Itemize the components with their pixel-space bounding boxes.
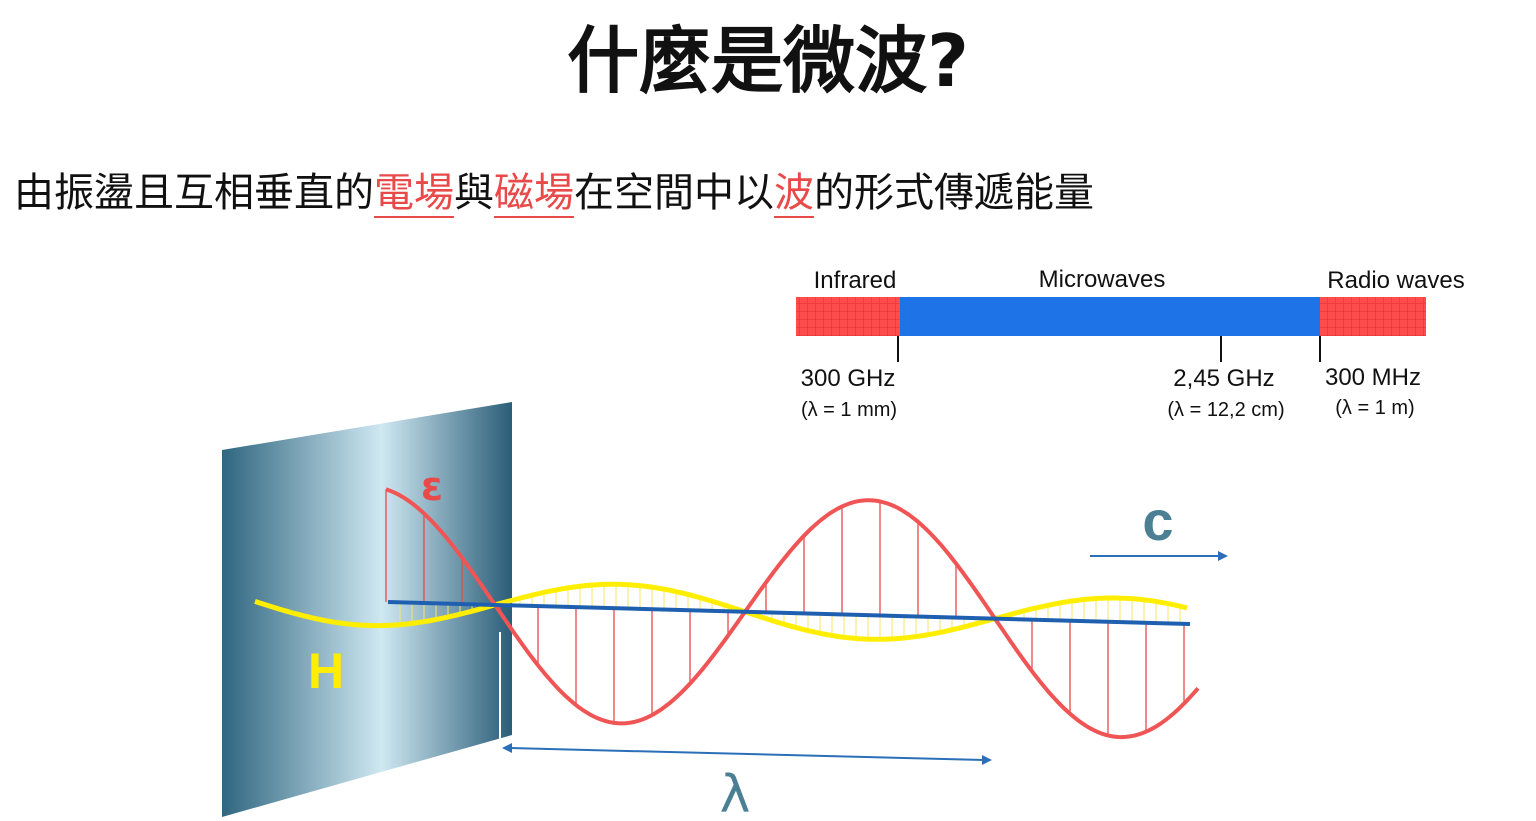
e-wave: [385, 487, 1200, 740]
microwave-band: [900, 297, 1320, 336]
band-label: Microwaves: [1039, 266, 1166, 293]
subtitle-highlight: 波: [774, 170, 814, 218]
arrow-head: [982, 755, 992, 765]
h-wave: [254, 581, 1188, 642]
frequency-label: 2,45 GHz: [1173, 365, 1274, 392]
infrared-band: [796, 297, 900, 336]
radio-band: [1320, 297, 1426, 336]
arrow-head: [502, 743, 512, 753]
lambda-arrow: [509, 747, 985, 761]
subtitle-highlight: 電場: [374, 170, 454, 218]
arrow-head: [1218, 551, 1228, 561]
subtitle: 由振盪且互相垂直的電場與磁場在空間中以波的形式傳遞能量: [14, 160, 1094, 218]
c-label: c: [1142, 489, 1173, 552]
band-label: Radio waves: [1327, 267, 1464, 294]
subtitle-text: 的形式傳遞能量: [814, 170, 1094, 216]
e-label: ε: [421, 464, 443, 510]
slide-title: 什麼是微波?: [567, 19, 969, 103]
wavelength-label: (λ = 1 mm): [801, 399, 897, 421]
subtitle-text: 在空間中以: [574, 170, 774, 216]
wave-plane: [222, 402, 512, 817]
subtitle-text: 由振盪且互相垂直的: [14, 170, 374, 216]
propagation-axis: [387, 600, 1191, 626]
subtitle-text: 與: [454, 170, 494, 216]
wavelength-label: (λ = 1 m): [1335, 397, 1414, 419]
lambda-label: λ: [720, 765, 751, 821]
frequency-label: 300 MHz: [1325, 364, 1421, 391]
subtitle-highlight: 磁場: [494, 170, 574, 218]
wavelength-label: (λ = 12,2 cm): [1167, 399, 1284, 421]
frequency-label: 300 GHz: [801, 365, 896, 392]
h-label: H: [308, 643, 344, 699]
band-label: Infrared: [814, 267, 897, 294]
